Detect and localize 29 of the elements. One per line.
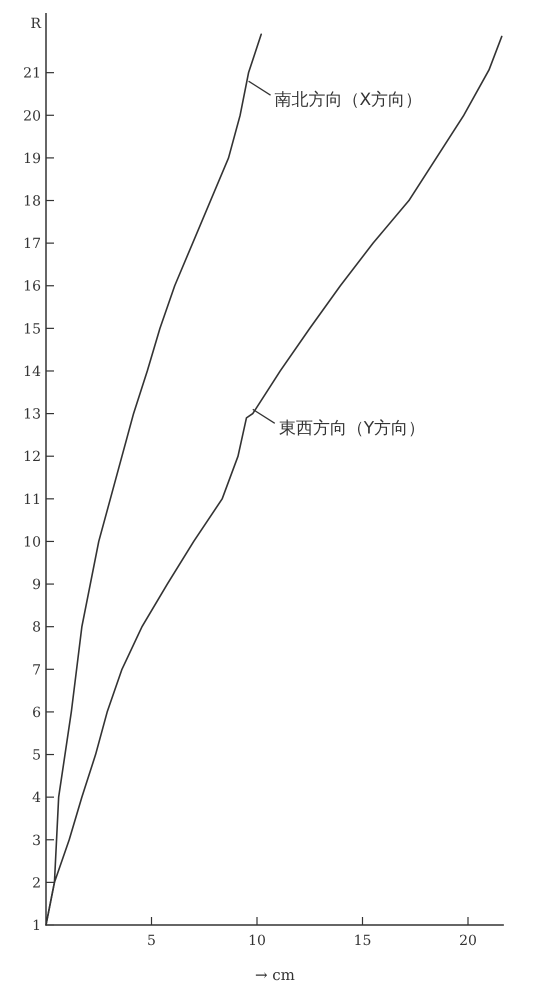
x-tick-label: 15 xyxy=(354,933,372,949)
y-tick-label: 18 xyxy=(23,194,41,210)
y-tick-label: 14 xyxy=(23,364,42,380)
y-tick-label: 9 xyxy=(32,577,41,594)
y-tick-label: 11 xyxy=(23,492,41,508)
y-tick-label: 5 xyxy=(32,748,41,764)
y-tick-label: 8 xyxy=(32,620,41,636)
y-tick-label: 15 xyxy=(23,321,41,338)
y-tick-label: 1 xyxy=(32,918,41,934)
y-tick-label: 10 xyxy=(23,534,41,550)
y-tick-label: 12 xyxy=(23,449,41,466)
annotation: 東西方向（Y方向） xyxy=(278,418,426,438)
y-tick-label: 17 xyxy=(23,236,41,252)
annotation: 南北方向（X方向） xyxy=(274,90,422,110)
y-tick-label: 7 xyxy=(32,662,41,678)
x-tick-label: 5 xyxy=(147,933,156,949)
y-tick-label: 4 xyxy=(32,790,42,806)
y-tick-label: 16 xyxy=(23,278,42,295)
y-tick-label: 20 xyxy=(23,108,41,124)
y-tick-label: 6 xyxy=(32,704,42,721)
y-tick-label: 21 xyxy=(23,66,41,82)
y-tick-label: 13 xyxy=(23,406,41,423)
x-axis-title: → cm xyxy=(254,966,295,984)
y-axis-title: R xyxy=(30,16,42,32)
y-tick-label: 3 xyxy=(32,832,41,849)
y-tick-label: 2 xyxy=(32,875,41,892)
y-tick-label: 19 xyxy=(23,150,41,167)
x-tick-label: 20 xyxy=(459,933,477,949)
x-tick-label: 10 xyxy=(248,933,266,949)
